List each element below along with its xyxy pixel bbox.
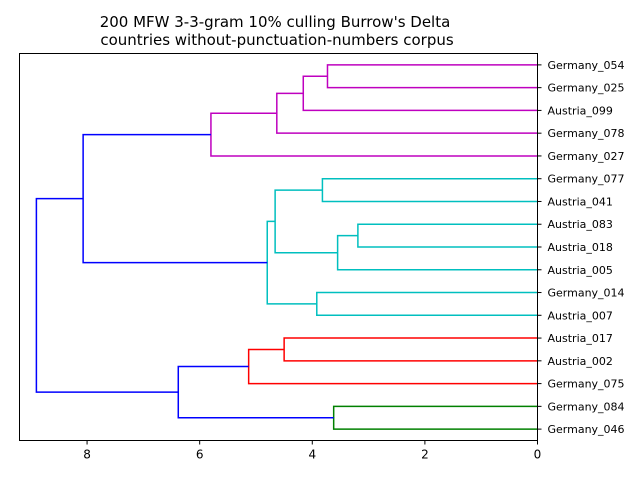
leaf-label: Austria_017 <box>548 332 613 345</box>
dendrogram-link-m4 <box>210 112 538 157</box>
leaf-label: Austria_083 <box>548 218 613 231</box>
leaf-label: Germany_077 <box>548 173 625 186</box>
leaf-label: Germany_025 <box>548 82 625 95</box>
dendrogram-link-m9 <box>316 291 538 317</box>
leaf-label: Germany_075 <box>548 378 625 391</box>
leaf-label: Germany_027 <box>548 150 625 163</box>
leaf-label: Austria_002 <box>548 355 613 368</box>
leaf-label: Austria_099 <box>548 104 613 117</box>
x-tick-label: 2 <box>421 448 429 462</box>
dendrogram-link-m8 <box>274 189 338 254</box>
leaf-label: Germany_014 <box>548 287 625 300</box>
leaf-label: Germany_054 <box>548 59 625 72</box>
leaf-labels: Germany_054 Germany_025 Austria_099 Germany… <box>537 59 625 436</box>
leaf-label: Germany_078 <box>548 127 625 140</box>
x-tick-label: 6 <box>196 448 204 462</box>
leaf-label: Austria_018 <box>548 241 613 254</box>
dendrogram-link-m12 <box>283 337 538 362</box>
dendrogram-link-m16 <box>35 197 179 393</box>
x-axis: 8 6 4 2 0 <box>83 440 542 462</box>
x-tick-label: 0 <box>534 448 542 462</box>
dendrogram-link-m6 <box>357 223 538 248</box>
leaf-label: Austria_041 <box>548 195 613 208</box>
leaf-label: Austria_005 <box>548 264 613 277</box>
leaf-label: Austria_007 <box>548 309 613 322</box>
leaf-label: Germany_084 <box>548 400 625 413</box>
dendrogram-link-m13 <box>247 348 538 385</box>
dendrogram-link-m5 <box>321 177 538 203</box>
dendrogram-link-m3 <box>276 92 538 134</box>
x-tick-label: 8 <box>83 448 91 462</box>
dendrogram-link-m14 <box>332 405 538 430</box>
leaf-label: Germany_046 <box>548 423 625 436</box>
dendrogram-link-m2 <box>302 75 538 112</box>
dendrogram-link-m7 <box>336 234 538 271</box>
dendrogram-links <box>35 64 538 430</box>
dendrogram-link-m1 <box>326 64 538 89</box>
chart-title: 200 MFW 3-3-gram 10% culling Burrow's De… <box>100 13 451 31</box>
dendrogram-link-m15 <box>177 365 334 419</box>
x-tick-label: 4 <box>308 448 316 462</box>
dendrogram-link-m11 <box>82 133 268 264</box>
chart-subtitle: countries without-punctuation-numbers co… <box>100 31 454 49</box>
